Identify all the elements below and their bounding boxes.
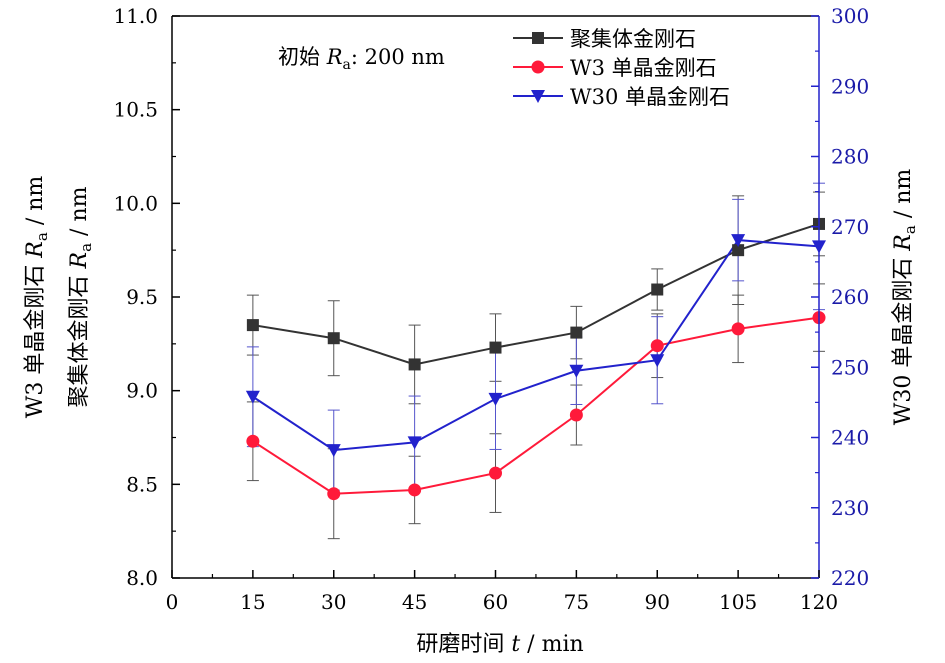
x-tick-label: 60 [483, 590, 508, 614]
data-point-series-0 [489, 341, 502, 354]
y-right-tick-label: 300 [831, 4, 869, 28]
data-point-series-0 [246, 319, 259, 332]
series-line-0 [252, 222, 820, 366]
data-point-series-0 [732, 244, 745, 257]
data-point-series-1 [489, 466, 502, 480]
data-point-series-2 [326, 444, 341, 458]
y-right-tick-label: 260 [831, 285, 869, 309]
y-left-tick-label: 9.0 [126, 379, 158, 403]
data-point-series-2 [569, 364, 584, 378]
y-right-tick-label: 280 [831, 145, 869, 169]
x-tick-label: 0 [166, 590, 179, 614]
data-point-series-0 [327, 332, 340, 345]
y-axis-left-title-aggregate: 聚集体金刚石 Ra / nm [67, 186, 95, 407]
annotation-initial-ra: 初始 Ra: 200 nm [278, 45, 445, 73]
x-tick-label: 105 [719, 590, 757, 614]
data-point-series-2 [245, 390, 260, 404]
y-left-tick-label: 11.0 [113, 4, 158, 28]
y-left-tick-label: 10.5 [113, 98, 158, 122]
y-left-tick-label: 9.5 [126, 285, 158, 309]
data-point-series-0 [651, 283, 664, 296]
data-point-series-1 [569, 408, 583, 422]
legend-label-2: W30 单晶金刚石 [570, 85, 730, 109]
data-point-series-2 [731, 234, 746, 248]
y-left-tick-label: 8.0 [126, 566, 158, 590]
y-right-tick-label: 270 [831, 215, 869, 239]
y-right-tick-label: 230 [831, 496, 869, 520]
x-tick-label: 15 [240, 590, 265, 614]
legend-label-0: 聚集体金刚石 [570, 27, 696, 51]
legend-marker-0 [532, 32, 544, 44]
data-point-series-1 [731, 322, 745, 336]
data-point-series-1 [246, 434, 260, 448]
data-point-series-2 [407, 436, 422, 450]
series-line-1 [252, 316, 820, 495]
series-line-2 [252, 239, 820, 452]
y-left-tick-label: 10.0 [113, 191, 158, 215]
y-right-tick-label: 250 [831, 355, 869, 379]
legend-marker-1 [531, 60, 545, 74]
y-right-tick-label: 220 [831, 566, 869, 590]
data-point-series-0 [570, 326, 583, 339]
legend-label-1: W3 单晶金刚石 [570, 56, 717, 80]
y-right-tick-label: 240 [831, 426, 869, 450]
x-tick-label: 90 [645, 590, 670, 614]
y-right-tick-label: 290 [831, 74, 869, 98]
series-lines [252, 222, 820, 495]
x-tick-label: 30 [321, 590, 346, 614]
series-markers [245, 217, 826, 501]
y-left-tick-label: 8.5 [126, 472, 158, 496]
y-axis-right-title: W30 单晶金刚石 Ra / nm [891, 169, 919, 426]
data-point-series-1 [327, 487, 341, 501]
x-tick-label: 75 [564, 590, 589, 614]
x-tick-label: 45 [402, 590, 427, 614]
data-point-series-2 [488, 392, 503, 406]
axis-ticks: 0 15 30 45 60 75 90 105 120 8.0 8.5 9.0 9.5 10.0 10.5 1… [113, 4, 869, 614]
legend-marker-2 [531, 90, 545, 103]
y-axis-left-title-w3: W3 单晶金刚石 Ra / nm [23, 176, 51, 419]
data-point-series-2 [650, 354, 665, 368]
data-point-series-1 [650, 339, 664, 353]
data-point-series-0 [408, 358, 421, 371]
data-point-series-1 [408, 483, 422, 497]
legend: 聚集体金刚石 W3 单晶金刚石 W30 单晶金刚石 [513, 27, 730, 109]
x-tick-label: 120 [800, 590, 838, 614]
x-axis-title: 研磨时间 t / min [416, 632, 583, 657]
